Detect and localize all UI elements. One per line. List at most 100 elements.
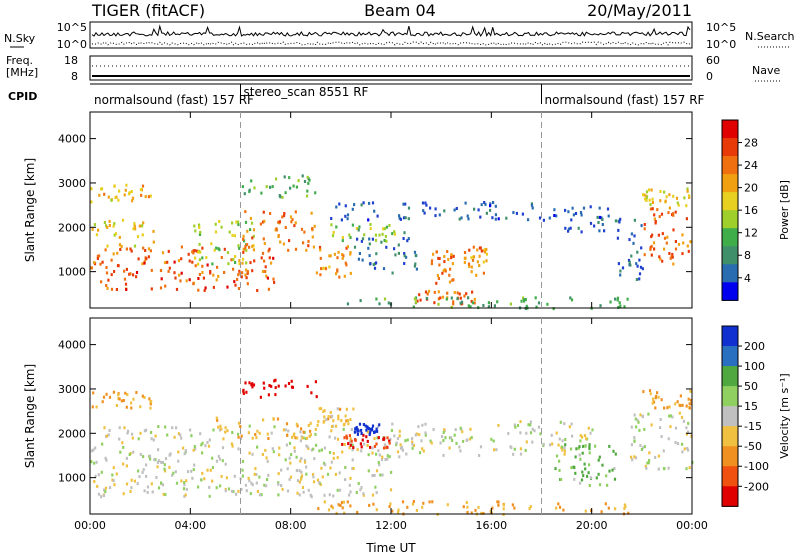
data-cell [616,298,619,302]
data-cell [198,226,201,229]
data-cell [262,220,265,224]
data-cell [297,179,300,183]
data-cell [346,217,349,221]
data-cell [175,481,179,485]
data-cell [267,287,270,291]
data-cell [277,220,280,224]
data-cell [254,467,257,471]
data-cell [564,443,567,447]
nsky-panel [89,21,693,49]
data-cell [291,435,294,439]
data-cell [582,206,586,210]
data-cell [285,443,288,447]
colorbar-band [722,346,738,367]
data-cell [638,258,641,262]
data-cell [648,198,651,202]
colorbar-tick-label: 100 [744,360,765,373]
data-cell [288,441,292,445]
data-cell [398,429,401,433]
data-cell [157,425,160,429]
data-cell [647,412,650,416]
data-cell [230,442,233,446]
data-cell [583,434,587,438]
data-cell [641,446,645,450]
data-cell [160,277,163,281]
x-axis-title: Time UT [365,541,416,554]
data-cell [349,437,352,441]
data-cell [596,215,599,219]
data-cell [619,304,622,308]
data-cell [294,210,297,214]
data-cell [378,423,381,427]
data-cell [187,252,190,256]
data-cell [531,427,534,431]
data-cell [296,491,299,495]
data-cell [160,481,163,485]
data-cell [312,480,316,484]
data-cell [117,393,120,397]
data-cell [686,187,689,191]
data-cell [685,204,688,208]
data-cell [145,428,148,432]
data-cell [259,395,262,399]
data-cell [579,439,582,443]
data-cell [647,461,650,465]
data-cell [431,500,434,504]
data-cell [416,299,419,303]
data-cell [424,201,427,205]
data-cell [385,446,388,450]
data-cell [284,191,287,195]
data-cell [584,509,587,513]
data-cell [530,203,534,207]
data-cell [247,431,250,435]
data-cell [635,278,638,281]
data-cell [277,493,280,497]
data-cell [118,437,121,441]
data-cell [485,252,488,256]
colorbar-band [722,264,738,283]
data-cell [363,442,366,446]
data-cell [131,436,134,440]
data-cell [676,400,679,404]
data-cell [335,272,338,276]
data-cell [574,471,577,475]
data-cell [658,255,661,259]
data-cell [248,451,251,455]
data-cell [570,298,574,302]
data-cell [112,390,115,394]
data-cell [288,477,291,481]
data-cell [563,452,566,456]
data-cell [211,479,214,483]
data-cell [386,436,389,440]
data-cell [237,287,241,290]
data-cell [305,436,309,440]
data-cell [171,426,174,430]
data-cell [268,384,271,387]
data-cell [203,477,206,481]
data-cell [256,445,259,449]
data-cell [491,216,494,220]
data-cell [201,256,204,260]
data-cell [689,389,692,393]
data-cell [655,394,658,398]
data-cell [98,254,101,258]
data-cell [375,297,378,301]
data-cell [668,193,671,197]
data-cell [272,417,275,421]
data-cell [494,213,497,217]
data-cell [469,427,472,431]
data-cell [90,200,93,204]
data-cell [268,256,271,260]
data-cell [141,224,144,228]
data-cell [575,447,578,451]
data-cell [529,423,532,427]
data-cell [275,177,278,181]
data-cell [456,291,459,295]
data-cell [299,430,302,434]
data-cell [121,218,125,222]
data-cell [607,214,610,218]
data-cell [467,262,471,266]
data-cell [455,207,458,210]
data-cell [429,439,432,443]
data-cell [193,249,196,253]
